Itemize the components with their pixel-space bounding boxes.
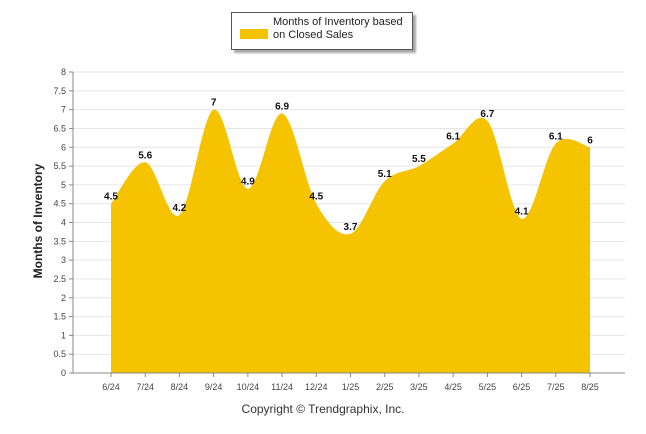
x-tick-label: 5/25 xyxy=(479,382,497,392)
x-tick-label: 8/24 xyxy=(171,382,189,392)
x-tick-label: 4/25 xyxy=(444,382,462,392)
y-tick-label: 2 xyxy=(61,293,66,303)
y-tick-label: 6.5 xyxy=(53,123,66,133)
data-label: 6.9 xyxy=(275,101,289,112)
data-label: 6 xyxy=(587,135,593,146)
x-tick-label: 12/24 xyxy=(305,382,328,392)
y-tick-label: 1.5 xyxy=(53,312,66,322)
y-axis-title: Months of Inventory xyxy=(31,163,45,279)
y-tick-label: 6 xyxy=(61,142,66,152)
y-tick-label: 2.5 xyxy=(53,274,66,284)
data-label: 4.1 xyxy=(515,207,529,218)
x-tick-label: 10/24 xyxy=(237,382,260,392)
x-tick-label: 2/25 xyxy=(376,382,394,392)
x-tick-label: 3/25 xyxy=(410,382,428,392)
y-tick-label: 3.5 xyxy=(53,236,66,246)
y-tick-label: 5.5 xyxy=(53,161,66,171)
data-label: 4.5 xyxy=(104,192,118,203)
y-tick-label: 5 xyxy=(61,180,66,190)
x-tick-label: 6/25 xyxy=(513,382,531,392)
x-tick-label: 8/25 xyxy=(581,382,599,392)
data-labels: 4.5 5.6 4.2 7 4.9 6.9 4.5 3.7 5.1 5.5 6.1 6.7 4.1 6.1… xyxy=(104,98,593,233)
y-tick-labels: 0 0.5 1 1.5 2 2.5 3 3.5 4 4.5 5 5.5 6 6.5 7 7.5 8 xyxy=(53,67,66,378)
data-label: 4.9 xyxy=(241,177,255,188)
legend-label: Months of Inventory based on Closed Sale… xyxy=(273,16,403,41)
x-tick-label: 1/25 xyxy=(342,382,360,392)
y-tick-label: 0.5 xyxy=(53,349,66,359)
y-tick-label: 8 xyxy=(61,67,66,77)
axes xyxy=(72,72,625,374)
data-label: 5.6 xyxy=(138,150,152,161)
data-label: 5.5 xyxy=(412,154,426,165)
area-series xyxy=(111,109,590,374)
y-tick-label: 0 xyxy=(61,368,66,378)
x-tick-label: 11/24 xyxy=(271,382,293,392)
data-label: 3.7 xyxy=(344,222,358,233)
y-tick-label: 7 xyxy=(61,105,66,115)
data-label: 5.1 xyxy=(378,169,392,180)
y-tick-label: 4.5 xyxy=(53,199,66,209)
x-tick-label: 9/24 xyxy=(205,382,223,392)
y-tick-label: 1 xyxy=(61,330,66,340)
legend: Months of Inventory based on Closed Sale… xyxy=(231,12,413,50)
data-label: 4.5 xyxy=(309,192,323,203)
y-tick-label: 4 xyxy=(61,218,66,228)
y-tick-label: 7.5 xyxy=(53,86,66,96)
x-tick-labels: 6/24 7/24 8/24 9/24 10/24 11/24 12/24 1/25 2/25 3… xyxy=(102,373,599,392)
x-tick-label: 7/25 xyxy=(547,382,565,392)
data-label: 6.1 xyxy=(549,131,563,142)
x-tick-label: 7/24 xyxy=(136,382,154,392)
copyright-text: Copyright © Trendgraphix, Inc. xyxy=(241,402,405,416)
data-label: 4.2 xyxy=(172,203,186,214)
data-label: 6.7 xyxy=(480,109,494,120)
data-label: 7 xyxy=(211,98,217,109)
legend-swatch xyxy=(240,29,268,39)
x-tick-label: 6/24 xyxy=(102,382,120,392)
y-tick-label: 3 xyxy=(61,255,66,265)
data-label: 6.1 xyxy=(446,131,460,142)
